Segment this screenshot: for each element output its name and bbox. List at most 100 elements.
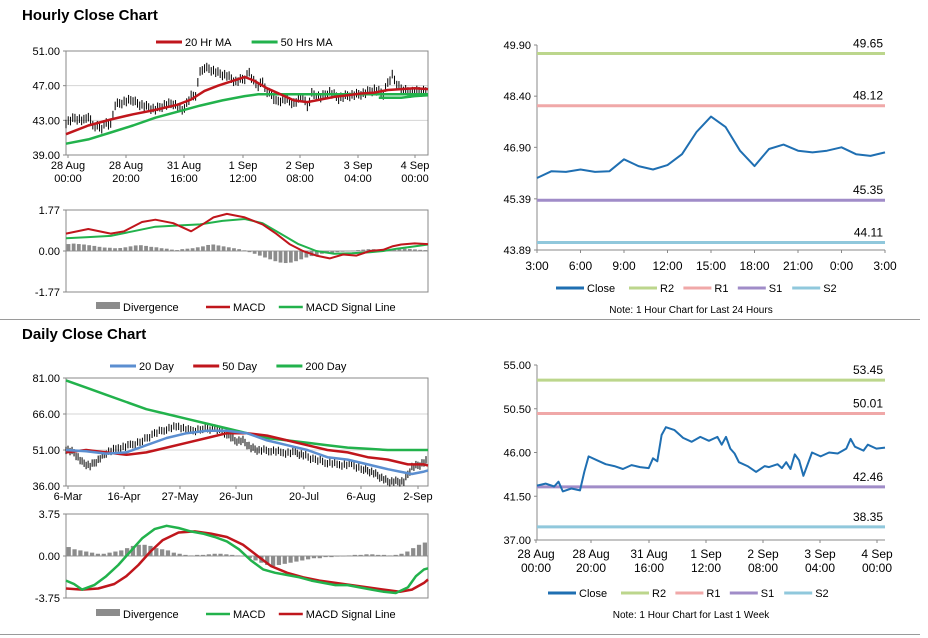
hourly-level-label: 49.65 <box>853 37 883 51</box>
hourly-level-label: 48.12 <box>853 89 883 103</box>
daily-divergence-bar <box>317 556 322 559</box>
hourly-divergence-bar <box>351 250 355 252</box>
daily-divergence-bar <box>154 548 159 556</box>
daily-divergence-bar <box>113 551 118 556</box>
hourly-pivot-xlabel: 3:00 <box>525 259 549 273</box>
hourly-divergence-bar <box>397 249 402 251</box>
hourly-divergence-bar <box>170 249 174 251</box>
daily-price-ylabel: 66.00 <box>32 409 60 421</box>
hourly-price-xlabel: 1 Sep 12:00 <box>229 160 258 185</box>
daily-divergence-bar <box>370 554 375 556</box>
hourly-divergence-bar <box>268 251 273 260</box>
hourly-divergence-bar <box>128 246 133 251</box>
daily-macd-legend-entry: Divergence <box>123 609 179 621</box>
hourly-divergence-bar <box>232 248 236 251</box>
hourly-divergence-bar <box>76 244 81 251</box>
daily-macd-legend-swatch <box>96 609 120 616</box>
daily-pivot-xlabel: 3 Sep 04:00 <box>804 547 836 575</box>
section-divider <box>0 319 920 320</box>
daily-divergence-bar <box>183 554 188 556</box>
daily-price-xlabel: 26-Jun <box>219 491 253 503</box>
daily-pivot-legend-entry: S1 <box>761 588 774 600</box>
daily-pivot-ylabel: 37.00 <box>503 535 531 547</box>
daily-divergence-bar <box>101 553 106 556</box>
hourly-macd-legend-entry: MACD <box>233 302 265 314</box>
daily-price-ylabel: 81.00 <box>32 373 60 385</box>
hourly-level-label: 44.11 <box>854 225 883 239</box>
hourly-divergence-bar <box>335 251 340 253</box>
hourly-divergence-bar <box>66 244 71 251</box>
daily-divergence-bar <box>72 549 77 556</box>
hourly-macd-line <box>65 212 429 260</box>
hourly-price-xlabel-line: 08:00 <box>286 173 314 185</box>
daily-pivot-xlabel: 31 Aug 16:00 <box>630 547 667 575</box>
daily-macd-signal-line <box>65 530 429 594</box>
hourly-pivot-xlabel: 12:00 <box>652 259 682 273</box>
daily-divergence-bar <box>376 554 381 556</box>
daily-ma200-line <box>65 379 428 452</box>
daily-pivot-xlabel: 4 Sep 00:00 <box>861 547 893 575</box>
daily-pivot-xlabel-line: 20:00 <box>576 561 606 575</box>
daily-divergence-bar <box>352 554 357 556</box>
daily-pivot-xlabel: 28 Aug 20:00 <box>572 547 609 575</box>
hourly-pivot-ylabel: 46.90 <box>503 142 531 154</box>
daily-pivot-xlabel: 2 Sep 08:00 <box>747 547 779 575</box>
hourly-divergence-bar <box>226 247 231 251</box>
daily-macd-line <box>65 524 429 595</box>
hourly-divergence-bar <box>283 251 288 264</box>
daily-price-xlabel: 6-Mar <box>54 491 83 503</box>
hourly-divergence-bar <box>123 247 128 251</box>
hourly-price-xlabel: 4 Sep 00:00 <box>401 160 430 185</box>
hourly-pivot-legend-entry: S2 <box>823 283 836 295</box>
hourly-divergence-bar <box>299 251 304 260</box>
daily-divergence-bar <box>346 555 352 556</box>
daily-macd-legend-entry: MACD <box>233 609 265 621</box>
hourly-divergence-bar <box>144 245 148 251</box>
daily-divergence-bar <box>224 554 229 556</box>
hourly-ma50-tail <box>378 93 429 100</box>
hourly-macd-ylabel: 0.00 <box>39 246 60 258</box>
hourly-pivot-ylabel: 48.40 <box>503 91 531 103</box>
daily-macd-legend-entry: MACD Signal Line <box>306 609 396 621</box>
hourly-pivot-xlabel: 6:00 <box>569 259 593 273</box>
daily-level-label: 42.46 <box>853 470 883 484</box>
hourly-divergence-bar <box>273 251 278 262</box>
hourly-price-xlabel-line: 00:00 <box>401 173 429 185</box>
daily-price-xlabel: 27-May <box>162 491 199 503</box>
daily-pivot-ylabel: 50.50 <box>503 404 531 416</box>
hourly-divergence-bar <box>107 247 112 251</box>
daily-divergence-bar <box>282 556 287 564</box>
daily-pivot-xlabel-line: 3 Sep <box>804 547 836 561</box>
hourly-macd-legend-swatch <box>96 302 120 309</box>
daily-ma50-line <box>65 431 429 467</box>
hourly-divergence-bar <box>252 251 257 254</box>
hourly-pivot-ylabel: 49.90 <box>503 40 531 52</box>
hourly-divergence-bar <box>366 249 371 251</box>
hourly-price-ylabel: 51.00 <box>32 46 60 58</box>
daily-level-label: 38.35 <box>853 510 883 524</box>
daily-macd-ylabel: 3.75 <box>39 509 60 521</box>
hourly-price-xlabel: 3 Sep 04:00 <box>344 160 373 185</box>
daily-divergence-bar <box>335 556 340 557</box>
daily-price-frame <box>65 377 429 487</box>
hourly-divergence-bar <box>257 251 262 256</box>
hourly-ma50-line <box>65 93 428 145</box>
hourly-divergence-bar <box>175 250 179 251</box>
hourly-divergence-bar <box>154 247 159 251</box>
hourly-divergence-bar <box>133 245 138 251</box>
daily-price-xlabel: 16-Apr <box>107 491 140 503</box>
hourly-divergence-bar <box>304 251 309 258</box>
daily-divergence-bar <box>294 556 299 562</box>
daily-divergence-bar <box>165 550 171 556</box>
daily-price-xlabel: 6-Aug <box>346 491 375 503</box>
daily-pivot-legend-entry: R2 <box>652 588 666 600</box>
daily-divergence-bar <box>218 553 223 556</box>
daily-pivot-xlabel-line: 4 Sep <box>861 547 893 561</box>
daily-pivot-xlabel-line: 28 Aug <box>517 547 554 561</box>
daily-pivot-xlabel-line: 16:00 <box>634 561 664 575</box>
daily-pivot-xlabel-line: 00:00 <box>521 561 551 575</box>
daily-price-xlabel: 2-Sep <box>403 491 432 503</box>
hourly-divergence-bar <box>87 245 92 251</box>
daily-divergence-bar <box>381 554 387 556</box>
